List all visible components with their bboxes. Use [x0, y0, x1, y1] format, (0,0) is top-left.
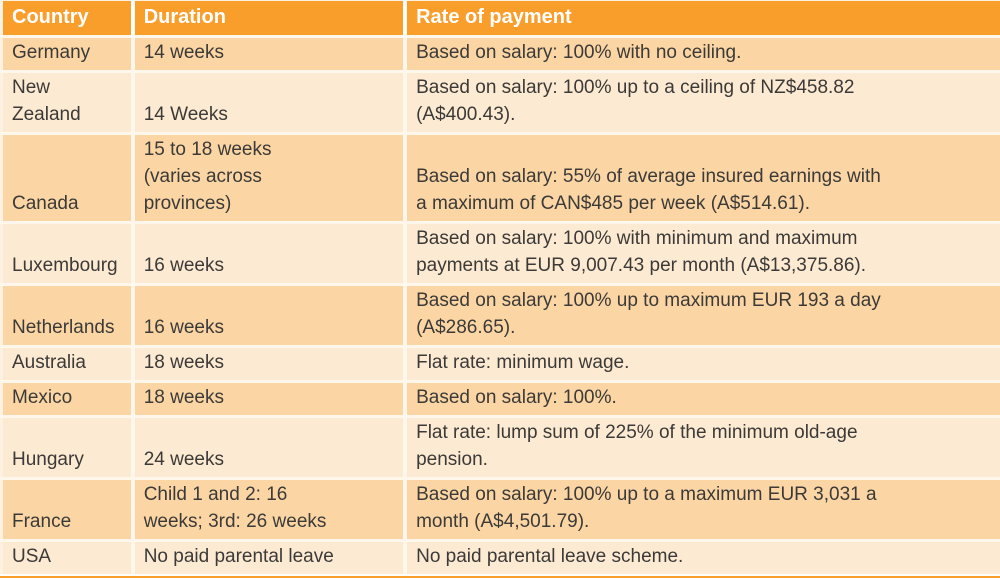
country-cell: Australia [1, 345, 135, 382]
header-row: Country Duration Rate of payment [1, 0, 1000, 38]
table-row-netherlands: Netherlands 16 weeks Based on salary: 10… [1, 283, 1000, 347]
table-row-hungary: Hungary 24 weeks Flat rate: lump sum of … [1, 415, 1000, 479]
duration-cell: Child 1 and 2: 16 weeks; 3rd: 26 weeks [132, 477, 408, 541]
column-header-duration: Duration [132, 0, 408, 38]
table-row-new-zealand: New Zealand 14 Weeks Based on salary: 10… [1, 70, 1000, 134]
country-cell: Hungary [1, 415, 135, 479]
duration-cell: 16 weeks [132, 221, 408, 285]
rate-cell: Based on salary: 100%. [405, 380, 1000, 417]
country-cell: Germany [1, 35, 135, 72]
rate-cell: No paid parental leave scheme. [405, 539, 1000, 574]
country-cell: Netherlands [1, 283, 135, 347]
country-cell: New Zealand [1, 70, 135, 134]
duration-cell: 15 to 18 weeks (varies across provinces) [132, 132, 408, 223]
country-cell: Canada [1, 132, 135, 223]
duration-cell: 24 weeks [132, 415, 408, 479]
duration-cell: 14 Weeks [132, 70, 408, 134]
duration-cell: No paid parental leave [132, 539, 408, 574]
country-cell: Luxembourg [1, 221, 135, 285]
table-row-luxembourg: Luxembourg 16 weeks Based on salary: 100… [1, 221, 1000, 285]
rate-cell: Based on salary: 55% of average insured … [405, 132, 1000, 223]
rate-cell: Flat rate: minimum wage. [405, 345, 1000, 382]
table-row-australia: Australia 18 weeks Flat rate: minimum wa… [1, 345, 1000, 382]
country-cell: USA [1, 539, 135, 574]
rate-cell: Based on salary: 100% up to a maximum EU… [405, 477, 1000, 541]
table-row-canada: Canada 15 to 18 weeks (varies across pro… [1, 132, 1000, 223]
country-cell: Mexico [1, 380, 135, 417]
duration-cell: 18 weeks [132, 345, 408, 382]
rate-cell: Based on salary: 100% with minimum and m… [405, 221, 1000, 285]
column-header-rate-of-payment: Rate of payment [405, 0, 1000, 38]
rate-cell: Based on salary: 100% with no ceiling. [405, 35, 1000, 72]
rate-cell: Based on salary: 100% up to a ceiling of… [405, 70, 1000, 134]
table-bottom-border [0, 576, 1000, 578]
table-row-usa: USA No paid parental leave No paid paren… [1, 539, 1000, 574]
rate-cell: Flat rate: lump sum of 225% of the minim… [405, 415, 1000, 479]
table-row-france: France Child 1 and 2: 16 weeks; 3rd: 26 … [1, 477, 1000, 541]
rate-cell: Based on salary: 100% up to maximum EUR … [405, 283, 1000, 347]
column-header-country: Country [1, 0, 135, 38]
duration-cell: 14 weeks [132, 35, 408, 72]
table-row-germany: Germany 14 weeks Based on salary: 100% w… [1, 35, 1000, 72]
country-cell: France [1, 477, 135, 541]
table-row-mexico: Mexico 18 weeks Based on salary: 100%. [1, 380, 1000, 417]
duration-cell: 18 weeks [132, 380, 408, 417]
duration-cell: 16 weeks [132, 283, 408, 347]
